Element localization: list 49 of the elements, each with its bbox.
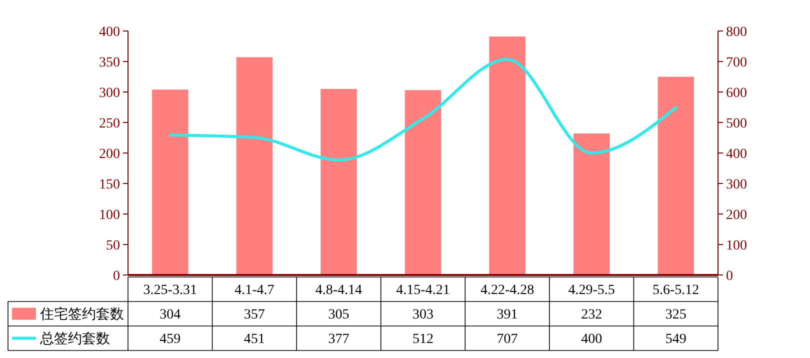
data-label: 512 [412, 332, 434, 348]
y-tick-label: 400 [99, 24, 120, 40]
y-tick-label: 50 [106, 238, 120, 254]
x-tick-label: 5.6-5.12 [652, 283, 700, 298]
bar [236, 57, 273, 275]
data-label: 232 [581, 308, 602, 323]
x-tick-label: 4.8-4.14 [315, 283, 362, 298]
bar [320, 88, 357, 275]
data-label: 377 [328, 332, 350, 348]
y2-tick-label: 800 [726, 24, 747, 40]
data-label: 305 [328, 308, 350, 323]
y2-tick-label: 100 [726, 238, 747, 254]
y2-tick-label: 600 [726, 86, 747, 101]
x-tick-label: 4.15-4.21 [396, 283, 450, 298]
x-tick-label: 3.25-3.31 [143, 283, 197, 298]
data-label: 304 [160, 308, 181, 323]
y2-tick-label: 500 [726, 116, 747, 132]
x-tick-label: 4.1-4.7 [234, 283, 274, 298]
bar [573, 133, 610, 275]
data-label: 325 [665, 308, 686, 323]
data-label: 391 [496, 308, 518, 323]
y2-tick-label: 0 [726, 268, 733, 284]
legend-label: 住宅签约套数 [39, 306, 124, 323]
legend-label: 总签约套数 [39, 331, 110, 348]
y-tick-label: 250 [99, 116, 120, 132]
data-label: 303 [412, 308, 434, 323]
y2-tick-label: 400 [726, 146, 747, 162]
y-tick-label: 300 [99, 86, 120, 101]
y2-tick-label: 300 [726, 177, 747, 192]
y-tick-label: 350 [99, 55, 120, 70]
data-label: 451 [244, 332, 265, 348]
bar [658, 76, 694, 275]
bar [404, 90, 442, 275]
data-label: 549 [665, 332, 686, 348]
y2-tick-label: 200 [726, 208, 747, 223]
data-label: 459 [160, 332, 181, 348]
bar [152, 90, 188, 275]
y-tick-label: 150 [99, 177, 120, 192]
y-tick-label: 0 [113, 268, 120, 284]
x-tick-label: 4.22-4.28 [480, 283, 534, 298]
line-series [168, 58, 678, 162]
y-tick-label: 100 [99, 208, 120, 223]
data-label: 400 [581, 332, 602, 348]
y-tick-label: 200 [99, 146, 120, 162]
y2-tick-label: 700 [726, 55, 747, 70]
x-tick-label: 4.29-5.5 [568, 283, 615, 298]
bar [489, 36, 526, 275]
data-label: 357 [244, 308, 265, 323]
data-label: 707 [496, 332, 518, 348]
